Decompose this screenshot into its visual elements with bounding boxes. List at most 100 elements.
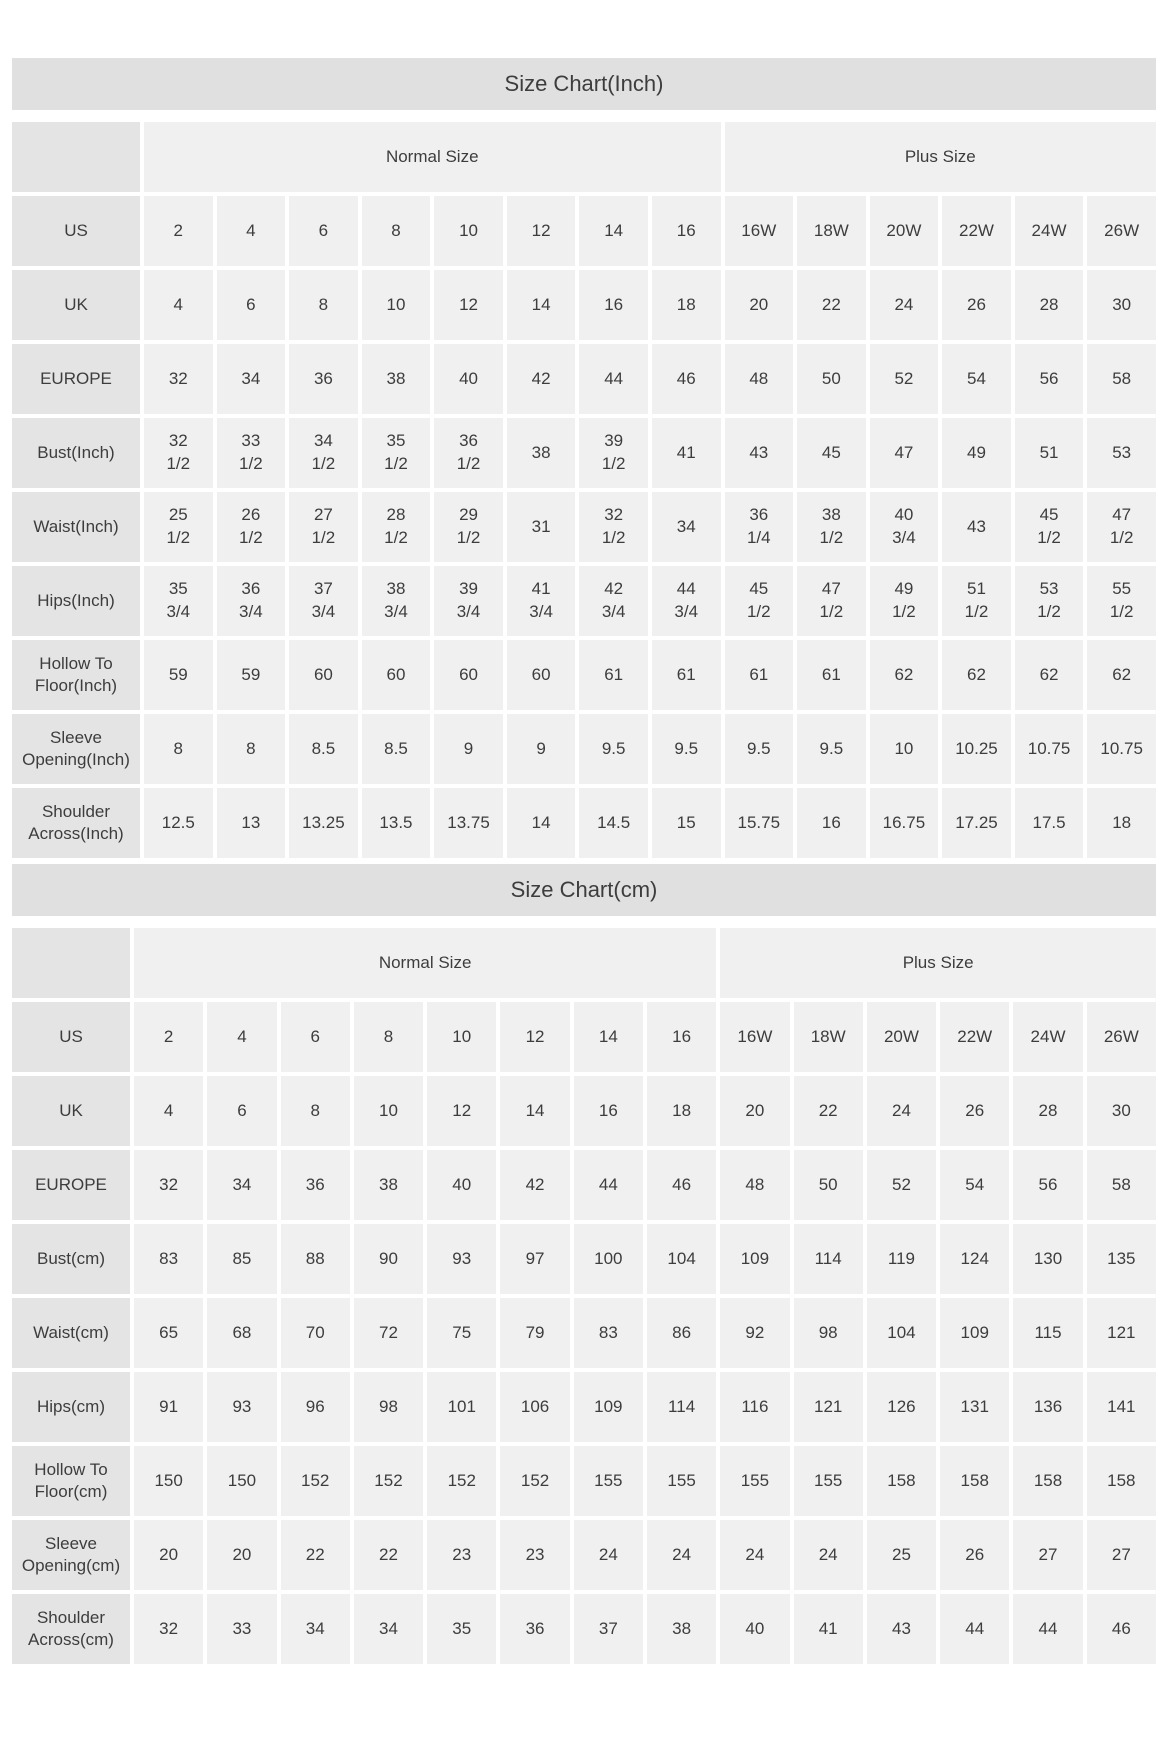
size-cell: 42	[500, 1150, 570, 1220]
size-cell: 47	[869, 418, 939, 488]
size-cell: 98	[353, 1372, 424, 1442]
size-cell: 22W	[940, 1002, 1010, 1072]
size-cell: 20	[720, 1076, 790, 1146]
size-cell: 152	[353, 1446, 424, 1516]
size-cell: 96	[280, 1372, 350, 1442]
size-cell: 13.5	[361, 788, 431, 858]
size-cell: 46	[651, 344, 721, 414]
table-row: Hips(cm) 91 93 96 98 101 106 109 114 116 121 126 131…	[12, 1372, 1156, 1442]
size-cell: 15	[651, 788, 721, 858]
row-header-cell: Hips(cm)	[12, 1372, 130, 1442]
size-cell: 46	[646, 1150, 717, 1220]
size-cell: 6	[207, 1076, 277, 1146]
size-cell: 34 1/2	[289, 418, 358, 488]
size-cell: 100	[573, 1224, 643, 1294]
size-cell: 27	[1086, 1520, 1156, 1590]
size-cell: 155	[646, 1446, 717, 1516]
size-cell: 114	[793, 1224, 863, 1294]
size-cell: 13.75	[434, 788, 503, 858]
size-cell: 104	[866, 1298, 937, 1368]
size-cell: 83	[134, 1224, 204, 1294]
size-cell: 33	[207, 1594, 277, 1664]
size-cell: 26	[940, 1520, 1010, 1590]
size-cell: 14	[573, 1002, 643, 1072]
size-cell: 29 1/2	[434, 492, 503, 562]
size-cell: 62	[942, 640, 1011, 710]
table-row: UK 4 6 8 10 12 14 16 18 20 22 24 26 28 30	[12, 270, 1156, 340]
table-row: Shoulder Across(cm) 32 33 34 34 35 36 37 38 40 41 4…	[12, 1594, 1156, 1664]
size-cell: 126	[866, 1372, 937, 1442]
size-cell: 16W	[720, 1002, 790, 1072]
size-cell: 32 1/2	[579, 492, 648, 562]
size-cell: 24	[646, 1520, 717, 1590]
size-cell: 40	[720, 1594, 790, 1664]
size-cell: 36 3/4	[216, 566, 286, 636]
size-cell: 44	[573, 1150, 643, 1220]
size-cell: 124	[940, 1224, 1010, 1294]
size-cell: 40	[427, 1150, 497, 1220]
size-cell: 52	[866, 1150, 937, 1220]
size-cell: 41	[793, 1594, 863, 1664]
size-cell: 24W	[1014, 196, 1084, 266]
size-cell: 26	[942, 270, 1011, 340]
size-cell: 9.5	[651, 714, 721, 784]
size-cell: 8	[353, 1002, 424, 1072]
size-cell: 14	[506, 270, 576, 340]
table-row: Hollow To Floor(cm) 150 150 152 152 152 152 155…	[12, 1446, 1156, 1516]
table-row: Sleeve Opening(Inch) 8 8 8.5 8.5 9 9 9.5 9.5 9.5 9…	[12, 714, 1156, 784]
size-cell: 54	[942, 344, 1011, 414]
size-cell: 16	[646, 1002, 717, 1072]
size-cell: 43	[866, 1594, 937, 1664]
group-header-cell: Normal Size	[144, 122, 721, 192]
table-row: EUROPE 32 34 36 38 40 42 44 46 48 50 52 54 56 58	[12, 344, 1156, 414]
size-cell: 17.5	[1014, 788, 1084, 858]
size-cell: 55 1/2	[1087, 566, 1156, 636]
size-cell: 24W	[1013, 1002, 1083, 1072]
size-cell: 8	[216, 714, 286, 784]
size-cell: 54	[940, 1150, 1010, 1220]
size-cell: 8.5	[289, 714, 358, 784]
size-cell: 44	[579, 344, 648, 414]
size-cell: 62	[869, 640, 939, 710]
size-cell: 152	[500, 1446, 570, 1516]
corner-cell	[12, 928, 130, 998]
size-cell: 61	[651, 640, 721, 710]
size-cell: 53	[1087, 418, 1156, 488]
size-cell: 58	[1087, 344, 1156, 414]
size-cell: 45	[797, 418, 866, 488]
size-chart-cm-section: Size Chart(cm) Normal Size Plus Size US 2 4 6…	[8, 864, 1160, 1668]
row-header-cell: US	[12, 1002, 130, 1072]
size-cell: 115	[1013, 1298, 1083, 1368]
size-cell: 20	[134, 1520, 204, 1590]
size-cell: 155	[793, 1446, 863, 1516]
size-cell: 116	[720, 1372, 790, 1442]
size-cell: 10	[869, 714, 939, 784]
size-chart-inch-section: Size Chart(Inch) Normal Size Plus Size US 2…	[8, 58, 1160, 862]
size-cell: 32	[134, 1150, 204, 1220]
size-cell: 16	[573, 1076, 643, 1146]
table-row: UK 4 6 8 10 12 14 16 18 20 22 24 26 28 30	[12, 1076, 1156, 1146]
size-cell: 48	[720, 1150, 790, 1220]
size-cell: 13	[216, 788, 286, 858]
size-cell: 10.25	[942, 714, 1011, 784]
size-cell: 6	[289, 196, 358, 266]
size-cell: 109	[720, 1224, 790, 1294]
size-cell: 70	[280, 1298, 350, 1368]
table-row: Waist(Inch) 25 1/2 26 1/2 27 1/2 28 1/2 29 1/…	[12, 492, 1156, 562]
size-cell: 47 1/2	[1087, 492, 1156, 562]
size-cell: 15.75	[724, 788, 794, 858]
size-cell: 131	[940, 1372, 1010, 1442]
size-cell: 35 1/2	[361, 418, 431, 488]
row-header-cell: Hips(Inch)	[12, 566, 140, 636]
size-cell: 8.5	[361, 714, 431, 784]
size-cell: 104	[646, 1224, 717, 1294]
size-cell: 44	[940, 1594, 1010, 1664]
size-cell: 14.5	[579, 788, 648, 858]
size-cell: 4	[207, 1002, 277, 1072]
size-cell: 38	[361, 344, 431, 414]
size-cell: 38	[646, 1594, 717, 1664]
size-cell: 10	[361, 270, 431, 340]
size-cell: 35	[427, 1594, 497, 1664]
size-cell: 60	[361, 640, 431, 710]
size-cell: 51 1/2	[942, 566, 1011, 636]
